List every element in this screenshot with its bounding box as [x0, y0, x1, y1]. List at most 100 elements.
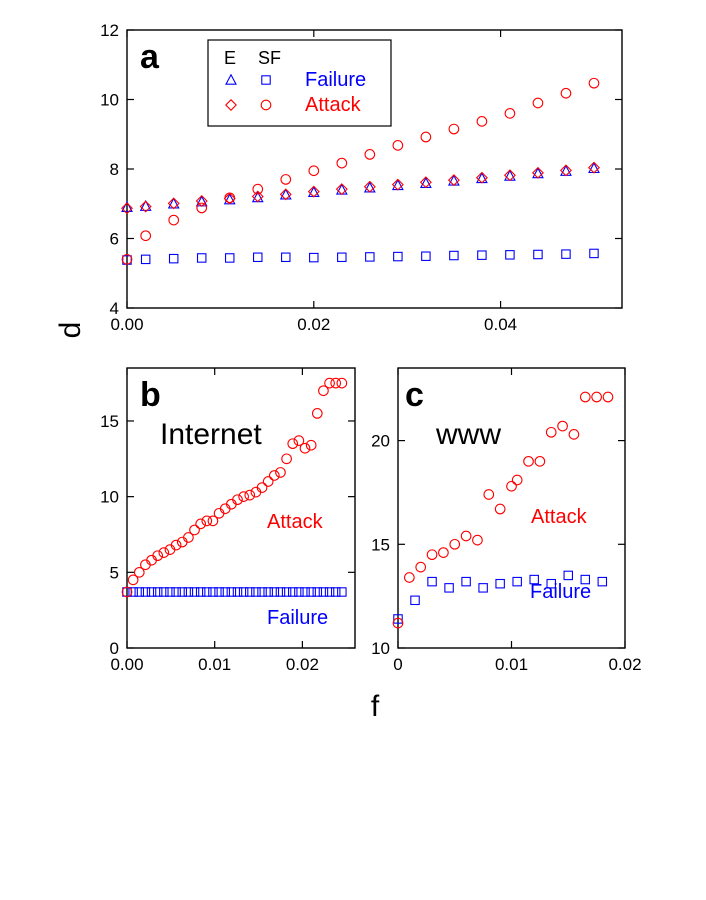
point-sf-failure — [533, 249, 543, 260]
point-failure — [318, 587, 329, 597]
point-attack — [511, 474, 523, 486]
point-attack — [404, 572, 415, 583]
point-failure — [122, 587, 132, 597]
point-e-attack — [503, 169, 516, 182]
point-e-failure — [447, 174, 460, 186]
panel-b-letter: b — [140, 376, 161, 414]
legend-header-sf: SF — [258, 48, 281, 68]
point-attack — [336, 377, 348, 389]
point-sf-failure — [309, 252, 319, 263]
point-failure — [580, 574, 591, 585]
panel-b-frame — [126, 367, 356, 649]
point-attack — [426, 549, 438, 561]
point-failure — [330, 587, 341, 597]
point-failure — [195, 587, 206, 597]
point-sf-attack — [168, 214, 180, 226]
point-sf-failure — [196, 253, 207, 263]
legend-marker-sf-attack — [260, 99, 272, 111]
point-attack — [238, 491, 249, 502]
point-failure — [152, 587, 163, 597]
point-e-attack — [419, 176, 432, 189]
point-sf-attack — [560, 87, 572, 99]
point-attack — [483, 489, 495, 500]
point-attack — [133, 566, 145, 578]
point-attack — [311, 408, 323, 419]
y-tick-label: 10 — [100, 488, 119, 507]
point-failure — [529, 574, 539, 585]
point-attack — [568, 429, 580, 440]
point-failure — [512, 576, 522, 587]
y-tick-label: 5 — [110, 563, 119, 582]
point-sf-attack — [224, 192, 236, 204]
point-failure — [478, 583, 488, 593]
point-sf-attack — [364, 149, 376, 160]
point-e-failure — [475, 172, 488, 184]
point-sf-attack — [308, 165, 320, 177]
point-e-attack — [251, 190, 264, 203]
point-attack — [545, 426, 557, 438]
point-e-failure — [588, 161, 600, 174]
panel-c-failure-label: Failure — [530, 581, 591, 603]
point-sf-attack — [196, 202, 208, 214]
panel-b-marks — [121, 377, 348, 598]
point-attack — [449, 538, 461, 550]
y-axis-title: d — [54, 322, 87, 339]
point-failure — [275, 587, 286, 597]
point-failure — [269, 587, 280, 597]
point-failure — [294, 587, 304, 597]
point-attack — [189, 524, 200, 536]
point-e-failure — [504, 169, 516, 181]
point-sf-failure — [477, 250, 487, 260]
point-failure — [171, 587, 181, 597]
point-attack — [158, 547, 170, 558]
point-attack — [195, 518, 207, 530]
x-tick-label: 0.04 — [484, 315, 517, 334]
panel-a-letter: a — [140, 38, 160, 76]
point-e-failure — [121, 200, 133, 212]
panel-c-marks — [392, 391, 614, 629]
point-sf-attack — [588, 77, 600, 89]
x-tick-label: 0.02 — [297, 315, 330, 334]
point-e-attack — [559, 164, 572, 177]
point-e-attack — [447, 174, 460, 187]
point-failure — [128, 587, 138, 597]
internet-title: Internet — [160, 418, 262, 451]
point-failure — [134, 587, 145, 597]
point-failure — [232, 587, 243, 597]
point-e-attack — [139, 200, 152, 213]
point-sf-failure — [449, 250, 459, 261]
panel-a-axes: 0.00 0.02 0.04 4 6 8 10 12 — [100, 21, 622, 334]
point-e-attack — [363, 180, 376, 193]
point-sf-failure — [281, 252, 291, 263]
point-attack — [438, 547, 449, 558]
point-failure — [300, 587, 310, 597]
point-attack — [305, 439, 317, 451]
point-attack — [460, 530, 472, 542]
point-failure — [461, 576, 471, 587]
point-attack — [472, 534, 483, 546]
point-failure — [245, 587, 255, 597]
point-failure — [546, 578, 556, 589]
point-e-failure — [419, 176, 432, 188]
legend-markers — [225, 73, 272, 111]
point-failure — [312, 587, 323, 597]
point-attack — [121, 586, 133, 598]
legend-box — [207, 39, 392, 127]
point-sf-failure — [168, 253, 179, 264]
x-axis-title: f — [371, 690, 380, 723]
panel-a-frame — [126, 29, 623, 309]
point-attack — [579, 391, 591, 403]
point-e-attack — [307, 185, 320, 198]
panel-c-attack-label: Attack — [531, 506, 588, 528]
y-tick-label: 12 — [100, 21, 119, 40]
point-failure — [165, 587, 175, 597]
point-attack — [152, 550, 164, 562]
point-attack — [244, 489, 256, 501]
point-attack — [183, 532, 194, 543]
point-sf-attack — [280, 174, 292, 185]
point-failure — [146, 587, 157, 597]
legend-marker-e-attack — [225, 99, 237, 111]
point-sf-attack — [532, 97, 544, 109]
y-tick-label: 0 — [110, 639, 119, 658]
point-sf-attack — [448, 123, 460, 135]
